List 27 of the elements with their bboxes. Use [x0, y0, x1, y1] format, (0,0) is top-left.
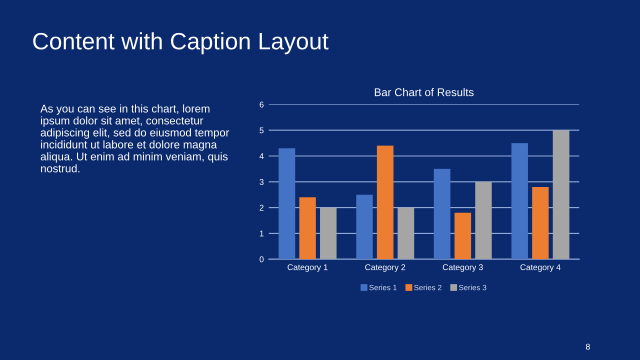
- y-tick-label: 4: [259, 153, 264, 160]
- bar: [299, 197, 316, 260]
- bar: [434, 168, 450, 260]
- bar: [320, 208, 337, 260]
- bar: [532, 186, 549, 260]
- text: As you can see in this chart, lorem ipsum dolor sit amet, consectetur adipiscing elit, sed do eiusmod tempor incididunt ut labore et dolore magna aliqua. Ut enim ad minim veniam, quis nostrud.: [40, 104, 230, 172]
- bar: [454, 212, 472, 260]
- bar: [475, 182, 492, 260]
- text: 8: [586, 344, 590, 350]
- bar: [376, 146, 394, 260]
- y-tick-label: 1: [260, 230, 264, 236]
- chart-title: Bar Chart of Results: [374, 88, 474, 96]
- bar: [552, 130, 570, 260]
- bar: [356, 194, 373, 260]
- y-tick-label: 3: [260, 179, 264, 185]
- text: Content with Caption Layout: [33, 32, 328, 54]
- bar: [398, 208, 414, 260]
- x-tick-label: Category 1: [288, 264, 328, 272]
- y-tick-label: 2: [260, 204, 264, 211]
- bar: [511, 143, 528, 260]
- x-tick-label: Category 2: [365, 264, 406, 272]
- x-tick-label: Category 4: [520, 264, 561, 272]
- y-tick-label: 0: [260, 256, 264, 262]
- x-tick-label: Category 3: [442, 264, 483, 272]
- y-tick-label: 5: [260, 127, 264, 134]
- y-tick-label: 6: [260, 102, 264, 108]
- bar: [278, 148, 296, 260]
